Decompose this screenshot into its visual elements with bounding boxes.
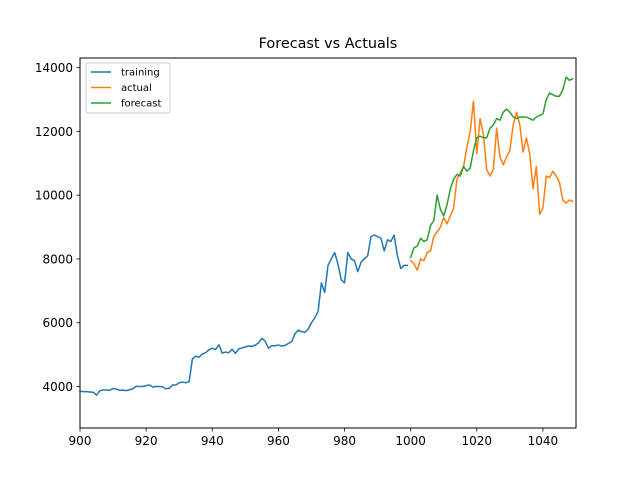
x-tick-label: 900 — [69, 434, 92, 448]
series-layer — [79, 76, 574, 396]
y-tick-label: 12000 — [35, 125, 73, 139]
x-tick-label: 980 — [333, 434, 356, 448]
y-tick-label: 14000 — [35, 61, 73, 75]
x-tick-label: 920 — [135, 434, 158, 448]
y-tick-label: 8000 — [42, 252, 73, 266]
series-line-forecast — [409, 76, 574, 259]
legend: training actual forecast — [85, 62, 171, 114]
legend-label-training: training — [121, 68, 160, 79]
chart-title: Forecast vs Actuals — [259, 36, 398, 52]
x-tick-label: 1020 — [462, 434, 493, 448]
y-tick-label: 10000 — [35, 189, 73, 203]
legend-box — [85, 62, 171, 114]
x-tick-label: 1040 — [528, 434, 559, 448]
legend-label-forecast: forecast — [121, 99, 162, 110]
y-axis: 4000 6000 8000 10000 12000 14000 — [35, 61, 80, 394]
y-tick-label: 6000 — [42, 316, 73, 330]
x-tick-label: 1000 — [395, 434, 426, 448]
series-line-training — [79, 234, 409, 396]
y-tick-label: 4000 — [42, 380, 73, 394]
legend-label-actual: actual — [121, 83, 152, 94]
series-line-actual — [409, 100, 574, 271]
plot-frame — [79, 57, 577, 429]
x-tick-label: 960 — [267, 434, 290, 448]
x-axis: 900 920 940 960 980 1000 1020 1040 — [69, 428, 559, 448]
x-tick-label: 940 — [201, 434, 224, 448]
